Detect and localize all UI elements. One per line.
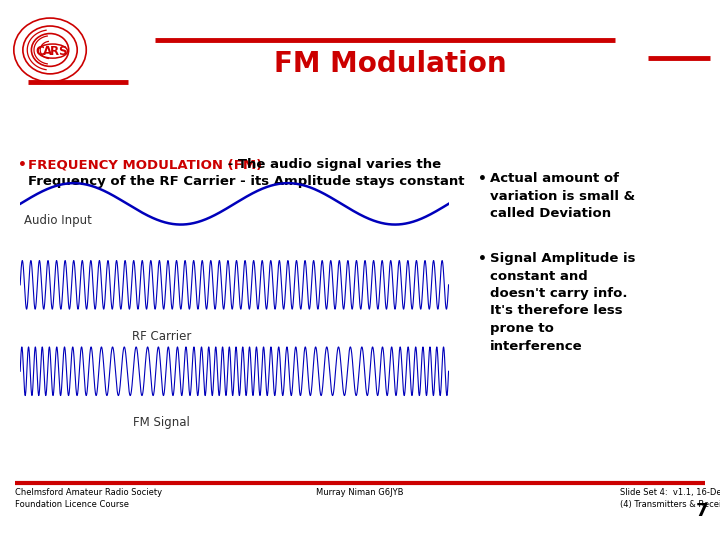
Text: 7: 7: [696, 502, 708, 520]
Text: RF Carrier: RF Carrier: [132, 330, 192, 343]
Text: A: A: [43, 45, 52, 58]
Text: FM Signal: FM Signal: [133, 416, 190, 429]
Text: Murray Niman G6JYB: Murray Niman G6JYB: [316, 488, 404, 497]
Text: •: •: [478, 172, 487, 186]
Text: S: S: [58, 45, 66, 58]
Text: FREQUENCY MODULATION (FM): FREQUENCY MODULATION (FM): [28, 158, 262, 171]
Text: •: •: [478, 252, 487, 266]
Text: FM Modulation: FM Modulation: [274, 50, 506, 78]
Text: Chelmsford Amateur Radio Society
Foundation Licence Course: Chelmsford Amateur Radio Society Foundat…: [15, 488, 162, 509]
Text: Signal Amplitude is
constant and
doesn't carry info.
It's therefore less
prone t: Signal Amplitude is constant and doesn't…: [490, 252, 636, 353]
Text: Actual amount of
variation is small &
called Deviation: Actual amount of variation is small & ca…: [490, 172, 635, 220]
Text: - The audio signal varies the: - The audio signal varies the: [223, 158, 441, 171]
Text: C: C: [36, 45, 45, 58]
Text: Slide Set 4:  v1.1, 16-Dec-2007
(4) Transmitters & Receivers: Slide Set 4: v1.1, 16-Dec-2007 (4) Trans…: [620, 488, 720, 509]
Text: •: •: [18, 158, 27, 172]
Text: Audio Input: Audio Input: [24, 214, 92, 227]
Text: Frequency of the RF Carrier - its Amplitude stays constant: Frequency of the RF Carrier - its Amplit…: [28, 175, 464, 188]
Text: R: R: [50, 45, 59, 58]
